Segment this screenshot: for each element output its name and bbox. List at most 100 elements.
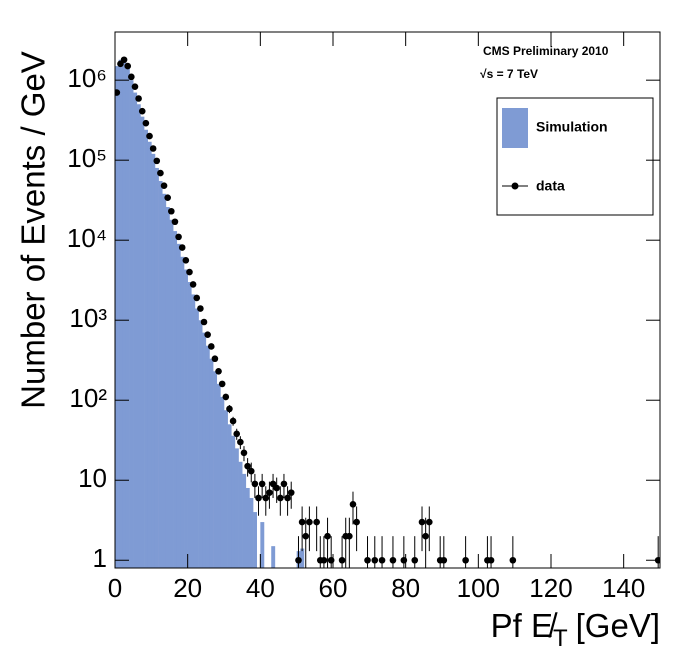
bar [133, 92, 138, 568]
annotation: CMS Preliminary 2010 [483, 44, 609, 58]
data-point [411, 556, 419, 564]
bar [191, 294, 196, 568]
bar [260, 522, 265, 568]
bar [129, 80, 134, 568]
bar [184, 269, 188, 568]
data-point [371, 556, 379, 564]
y-tick-label: 10³ [69, 303, 107, 333]
data-point [178, 244, 186, 251]
bar [173, 231, 178, 568]
data-point [324, 532, 331, 540]
data-point [349, 501, 357, 508]
legend-label: Simulation [536, 119, 608, 135]
data-point [131, 83, 139, 90]
bar [140, 116, 145, 568]
bar [253, 512, 257, 568]
bar [158, 180, 163, 568]
bar [176, 243, 181, 568]
data-point [418, 518, 426, 526]
x-tick-label: 140 [602, 573, 645, 603]
data-point [153, 157, 161, 165]
y-tick-label: 10⁴ [67, 223, 107, 253]
data-point [320, 556, 328, 564]
y-axis-label: Number of Events / GeV [15, 51, 52, 409]
data-point [128, 73, 135, 81]
bar [144, 129, 148, 568]
legend-label: data [536, 178, 565, 194]
data-point [247, 467, 255, 475]
x-tick-label: 40 [246, 573, 275, 603]
data-point [226, 405, 233, 413]
bar [249, 497, 254, 568]
data-point [200, 318, 208, 326]
bar [231, 435, 236, 568]
data-point [157, 169, 164, 177]
data-point [175, 233, 182, 241]
bar [242, 473, 247, 568]
bar [300, 548, 305, 568]
data-point [298, 518, 306, 526]
y-tick-label: 1 [93, 543, 107, 573]
x-tick-label: 100 [457, 573, 500, 603]
data-point [115, 89, 121, 96]
data-point [160, 182, 168, 189]
bar [205, 345, 210, 568]
bar [202, 332, 207, 568]
data-point [186, 268, 193, 276]
frame [114, 31, 661, 569]
bar [245, 487, 250, 568]
data-point [346, 532, 353, 540]
data-point [182, 257, 190, 264]
data-point [353, 518, 360, 526]
data-point [287, 489, 295, 496]
bar [165, 206, 170, 568]
data-point [233, 430, 241, 438]
data-point [273, 484, 280, 492]
data-point [306, 518, 313, 526]
data-point [193, 294, 201, 302]
bar [118, 59, 123, 568]
bar [216, 383, 221, 568]
data-point [240, 449, 248, 457]
bar [169, 219, 174, 568]
data-point [509, 556, 517, 564]
x-label-part: Pf E̸ [491, 607, 558, 644]
data-point [237, 438, 244, 446]
data-point [313, 518, 320, 526]
data-point [251, 480, 259, 488]
data-point [189, 281, 197, 288]
data-point [487, 556, 495, 564]
bar [194, 308, 199, 568]
y-tick-label: 10⁵ [67, 143, 107, 173]
data-point [120, 56, 128, 64]
x-tick-label: 0 [108, 573, 122, 603]
bar [271, 546, 276, 568]
data-point [168, 207, 175, 215]
bar [227, 424, 232, 568]
data-point [295, 556, 302, 564]
data-point [378, 556, 386, 564]
data-point [207, 343, 215, 350]
data-point [204, 331, 211, 338]
data-point [135, 95, 142, 102]
data-point [462, 556, 469, 564]
data-point [389, 556, 397, 564]
data-point [171, 218, 179, 226]
legend: Simulation data [496, 97, 654, 216]
annotation: √s = 7 TeV [480, 67, 538, 81]
legend-swatch [502, 108, 528, 148]
data-point [124, 62, 132, 70]
data-point [280, 480, 288, 488]
bar [125, 68, 130, 568]
data-point [211, 355, 219, 363]
data-point [215, 367, 222, 375]
data-point [149, 145, 157, 152]
y-tick-label: 10 [78, 463, 107, 493]
data-point [255, 494, 262, 502]
plot-area [115, 56, 660, 568]
bar [209, 358, 214, 568]
x-tick-label: 60 [319, 573, 348, 603]
data-point [425, 518, 433, 526]
data-point [338, 556, 346, 564]
bar [122, 61, 127, 568]
